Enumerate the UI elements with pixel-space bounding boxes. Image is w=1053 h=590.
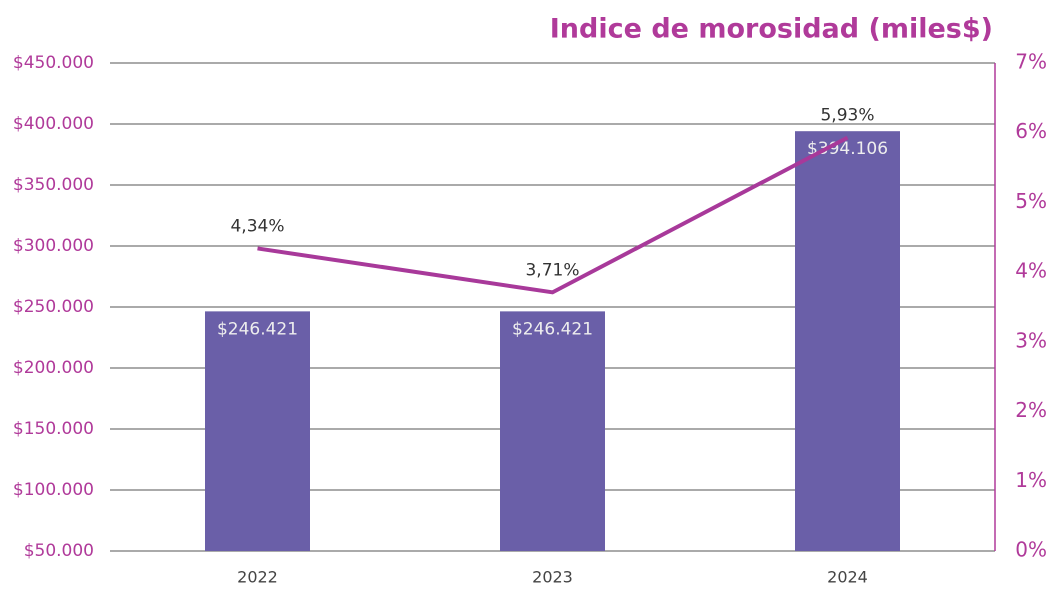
y2-tick-label: 7%: [1015, 50, 1047, 74]
y-tick-label: $100.000: [13, 480, 94, 500]
line-value-label: 5,93%: [820, 106, 874, 126]
line: [257, 135, 849, 295]
y-tick-label: $50.000: [24, 541, 94, 561]
y2-tick-label: 5%: [1015, 189, 1047, 213]
y-tick-label: $200.000: [13, 358, 94, 378]
x-tick-label: 2024: [827, 568, 868, 587]
x-tick-label: 2023: [532, 568, 573, 587]
y2-tick-label: 2%: [1015, 398, 1047, 422]
y2-tick-label: 6%: [1015, 119, 1047, 143]
bar-value-label: $246.421: [217, 319, 298, 339]
y-tick-label: $400.000: [13, 114, 94, 134]
y-tick-label: $250.000: [13, 297, 94, 317]
y2-tick-label: 0%: [1015, 538, 1047, 562]
y2-tick-label: 3%: [1015, 328, 1047, 352]
line-value-label: 4,34%: [230, 216, 284, 236]
y-tick-label: $350.000: [13, 175, 94, 195]
bar-value-label: $394.106: [807, 139, 888, 159]
bar-value-label: $246.421: [512, 319, 593, 339]
bar: [795, 131, 900, 551]
y-tick-label: $150.000: [13, 419, 94, 439]
bar: [205, 311, 310, 551]
line-value-label: 3,71%: [525, 260, 579, 280]
y-tick-label: $300.000: [13, 236, 94, 256]
chart-title: Indice de morosidad (miles$): [550, 14, 993, 45]
x-tick-label: 2022: [237, 568, 278, 587]
y2-tick-label: 1%: [1015, 468, 1047, 492]
y2-tick-label: 4%: [1015, 259, 1047, 283]
y-tick-label: $450.000: [13, 53, 94, 73]
bar: [500, 311, 605, 551]
